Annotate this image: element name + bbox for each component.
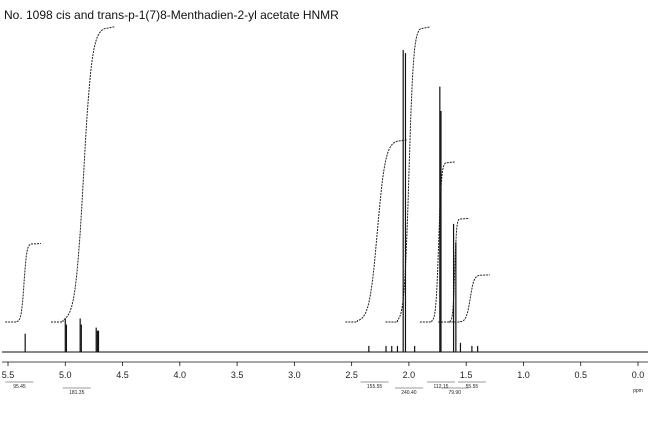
x-tick-label: 1.0	[517, 370, 530, 380]
integral-value-label: 181.35	[69, 390, 85, 396]
integral-curve	[448, 274, 490, 323]
x-unit-label: ppm	[633, 388, 643, 394]
integral-value-label: 155.55	[367, 384, 383, 390]
x-tick-label: 0.5	[574, 370, 587, 380]
x-tick-label: 4.5	[116, 370, 129, 380]
x-tick-label: 1.5	[460, 370, 473, 380]
x-tick-label: 5.5	[2, 370, 15, 380]
integral-curve	[50, 26, 115, 323]
integral-curves	[5, 26, 490, 323]
x-tick-label: 3.0	[288, 370, 301, 380]
chart-title: No. 1098 cis and trans-p-1(7)8-Menthadie…	[4, 8, 339, 22]
x-tick-label: 2.5	[345, 370, 358, 380]
x-tick-label: 4.0	[174, 370, 187, 380]
integral-curve	[419, 161, 456, 323]
integral-value-label: 55.55	[466, 384, 479, 390]
x-tick-label: 0.0	[632, 370, 645, 380]
x-tick-label: 5.0	[59, 370, 72, 380]
integral-curve	[385, 26, 431, 323]
spectrum-peaks	[2, 50, 648, 353]
integral-curve	[5, 243, 41, 323]
x-tick-label: 3.5	[231, 370, 244, 380]
integral-value-label: 112.15	[434, 384, 449, 390]
integral-value-label: 240.40	[401, 390, 417, 396]
integral-curve	[345, 139, 408, 323]
x-tick-label: 2.0	[403, 370, 416, 380]
integral-value-label: 95.45	[13, 384, 26, 390]
x-axis: 5.5 5.0 4.5 4.0 3.5 3.0 2.5 2.0 1.5 1.0 0.5 0.0 ppm	[2, 361, 648, 394]
integral-value-label: 79.90	[448, 390, 461, 396]
